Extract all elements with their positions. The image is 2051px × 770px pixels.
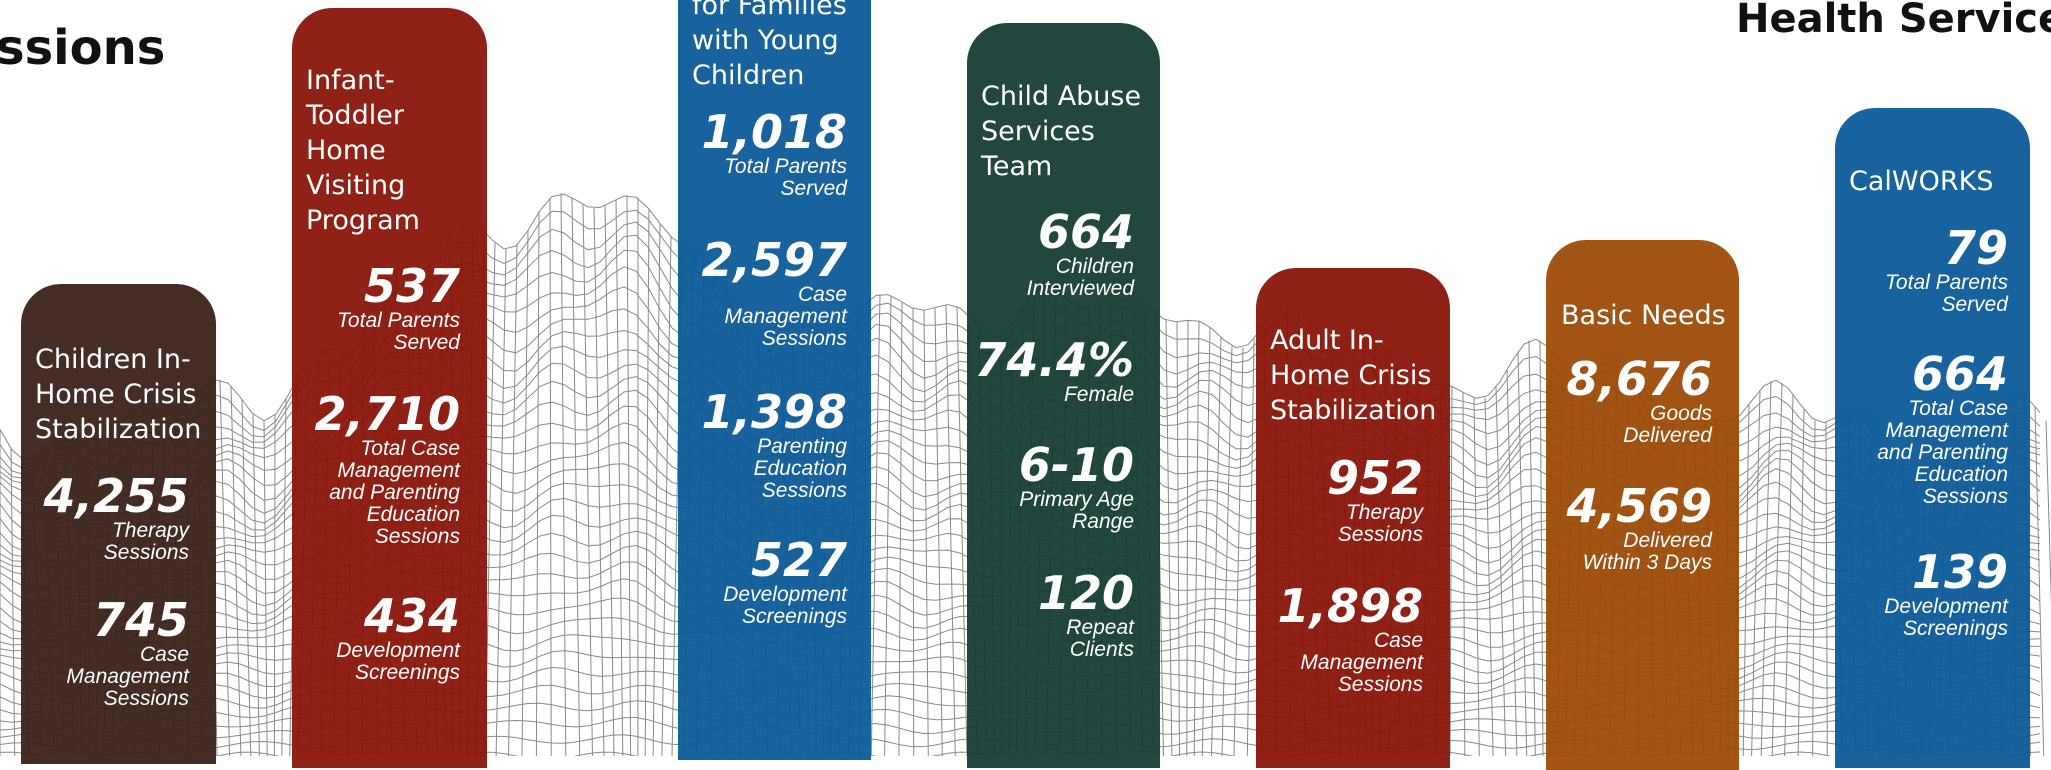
program-title: Basic Needs xyxy=(1561,300,1726,331)
program-column-infant-toddler: Infant- Toddler Home Visiting Program 53… xyxy=(292,8,487,768)
stat-label: Goods Delivered xyxy=(1623,402,1712,447)
stat-block: 4,569 Delivered Within 3 Days xyxy=(1566,482,1712,574)
section-heading-left: ssions xyxy=(0,20,166,76)
stat-value: 4,569 xyxy=(1566,479,1712,533)
program-title: CalWORKS xyxy=(1849,166,1994,197)
stat-label: Case Management Sessions xyxy=(66,643,189,710)
stat-label: Case Management Sessions xyxy=(1300,629,1423,696)
stat-value: 120 xyxy=(1037,566,1134,620)
program-title: Children In- Home Crisis Stabilization xyxy=(35,344,202,445)
stat-label: Development Screenings xyxy=(1884,595,2008,640)
program-column-child-abuse: Child Abuse Services Team 664 Children I… xyxy=(967,23,1160,768)
program-title: for Families with Young Children xyxy=(692,0,847,91)
stat-label: Therapy Sessions xyxy=(1337,501,1423,546)
stat-block: 6-10 Primary Age Range xyxy=(1019,441,1134,533)
stat-value: 79 xyxy=(1943,221,2008,275)
stat-value: 664 xyxy=(1037,205,1134,259)
stat-value: 537 xyxy=(363,259,460,313)
stat-label: Female xyxy=(1063,383,1134,406)
stat-block: 120 Repeat Clients xyxy=(1038,569,1134,661)
stat-value: 1,898 xyxy=(1277,579,1423,633)
stat-label: Therapy Sessions xyxy=(103,519,189,564)
stat-block: 74.4% Female xyxy=(974,336,1134,406)
stat-block: 664 Children Interviewed xyxy=(1027,208,1134,300)
stat-value: 434 xyxy=(363,589,460,643)
stat-value: 139 xyxy=(1911,545,2008,599)
stat-label: Primary Age Range xyxy=(1019,488,1134,533)
program-column-adult-crisis: Adult In- Home Crisis Stabilization 952 … xyxy=(1256,268,1450,768)
stat-value: 8,676 xyxy=(1566,352,1712,406)
stat-value: 527 xyxy=(750,533,847,587)
stat-label: Children Interviewed xyxy=(1026,255,1134,300)
stat-value: 2,597 xyxy=(701,233,847,287)
stat-value: 1,018 xyxy=(701,105,847,159)
stat-label: Parenting Education Sessions xyxy=(753,435,847,502)
stat-label: Total Parents Served xyxy=(337,309,460,354)
stat-block: 745 Case Management Sessions xyxy=(66,596,189,710)
stat-block: 79 Total Parents Served xyxy=(1885,224,2008,316)
stat-block: 1,398 Parenting Education Sessions xyxy=(701,388,847,502)
stat-block: 139 Development Screenings xyxy=(1884,548,2008,640)
stat-block: 537 Total Parents Served xyxy=(337,262,460,354)
stat-block: 1,898 Case Management Sessions xyxy=(1277,582,1423,696)
program-column-families: for Families with Young Children 1,018 T… xyxy=(678,0,871,760)
stat-value: 4,255 xyxy=(43,469,189,523)
stat-value: 952 xyxy=(1326,451,1423,505)
stat-block: 4,255 Therapy Sessions xyxy=(43,472,189,564)
stat-block: 664 Total Case Management and Parenting … xyxy=(1877,350,2008,508)
program-column-children-crisis: Children In- Home Crisis Stabilization 4… xyxy=(21,284,216,764)
stat-block: 2,710 Total Case Management and Parentin… xyxy=(314,390,460,548)
stat-value: 664 xyxy=(1911,347,2008,401)
stat-label: Repeat Clients xyxy=(1066,616,1134,661)
program-title: Child Abuse Services Team xyxy=(981,81,1142,182)
stat-value: 6-10 xyxy=(1018,438,1134,492)
program-column-calworks: CalWORKS 79 Total Parents Served 664 Tot… xyxy=(1835,108,2030,768)
stat-label: Total Parents Served xyxy=(724,155,847,200)
stat-label: Total Parents Served xyxy=(1885,271,2008,316)
stat-block: 434 Development Screenings xyxy=(336,592,460,684)
stat-value: 2,710 xyxy=(314,387,460,441)
stat-label: Development Screenings xyxy=(336,639,460,684)
program-title: Adult In- Home Crisis Stabilization xyxy=(1270,325,1437,426)
stat-value: 1,398 xyxy=(701,385,847,439)
stat-block: 8,676 Goods Delivered xyxy=(1566,355,1712,447)
stat-block: 2,597 Case Management Sessions xyxy=(701,236,847,350)
stat-label: Development Screenings xyxy=(723,583,847,628)
stat-block: 527 Development Screenings xyxy=(723,536,847,628)
stat-label: Case Management Sessions xyxy=(724,283,847,350)
stat-block: 952 Therapy Sessions xyxy=(1327,454,1423,546)
section-heading-right: Health Services xyxy=(1736,0,2051,42)
stat-label: Delivered Within 3 Days xyxy=(1582,529,1712,574)
stat-label: Total Case Management and Parenting Educ… xyxy=(1877,397,2008,508)
stat-value: 745 xyxy=(92,593,189,647)
stat-value: 74.4% xyxy=(974,333,1134,387)
stat-label: Total Case Management and Parenting Educ… xyxy=(329,437,460,548)
program-title: Infant- Toddler Home Visiting Program xyxy=(306,65,420,236)
program-column-basic-needs: Basic Needs 8,676 Goods Delivered 4,569 … xyxy=(1546,240,1739,770)
stat-block: 1,018 Total Parents Served xyxy=(701,108,847,200)
